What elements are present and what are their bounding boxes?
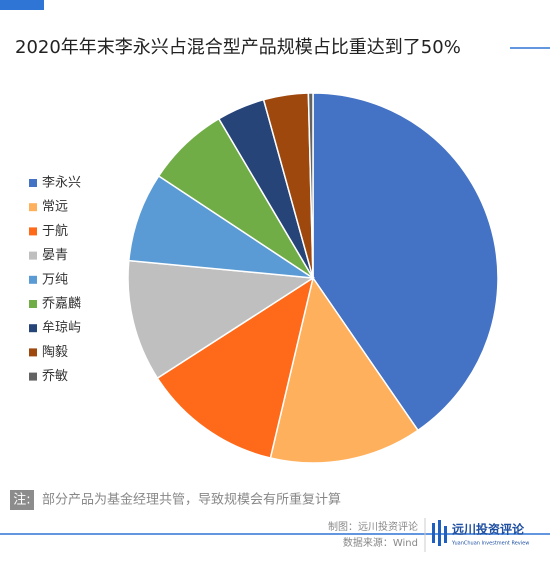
note-label: 注: <box>13 493 30 508</box>
pie-slice <box>156 276 315 459</box>
legend-label: 常远 <box>42 200 68 215</box>
pie-slice <box>307 92 314 279</box>
legend-swatch <box>29 348 37 357</box>
note-badge <box>10 490 34 510</box>
pie-slice <box>312 92 499 432</box>
legend-swatch <box>29 251 37 260</box>
legend-swatch <box>29 300 37 308</box>
legend-label: 乔敏 <box>42 369 68 384</box>
legend-label: 于航 <box>42 223 68 239</box>
legend-swatch <box>29 227 37 236</box>
credit-maker: 制图：远川投资评论 <box>328 520 418 533</box>
legend-swatch <box>29 203 37 212</box>
legend-label: 陶毅 <box>42 344 68 360</box>
pie-slice <box>127 259 316 380</box>
legend-swatch <box>29 179 37 187</box>
legend-label: 李永兴 <box>42 176 81 191</box>
legend-swatch <box>29 275 37 284</box>
legend-label: 晏青 <box>42 248 68 263</box>
logo-name: 远川投资评论 <box>452 522 525 537</box>
credit-source: 数据来源：Wind <box>343 536 418 549</box>
legend-label: 乔嘉麟 <box>42 296 81 312</box>
chart-title: 2020年年末李永兴占混合型产品规模占比重达到了50% <box>15 37 461 58</box>
pie <box>127 92 499 464</box>
logo-subtitle: YuanChuan Investment Review <box>451 541 529 547</box>
legend-swatch <box>29 324 37 333</box>
logo-icon <box>432 520 447 546</box>
legend-label: 万纯 <box>42 272 68 287</box>
corner-tab <box>0 0 44 10</box>
legend-label: 牟琼屿 <box>42 321 81 336</box>
pie-slice <box>269 276 419 464</box>
legend-swatch <box>29 372 37 381</box>
note-text: 部分产品为基金经理共管，导致规模会有所重复计算 <box>42 492 341 508</box>
